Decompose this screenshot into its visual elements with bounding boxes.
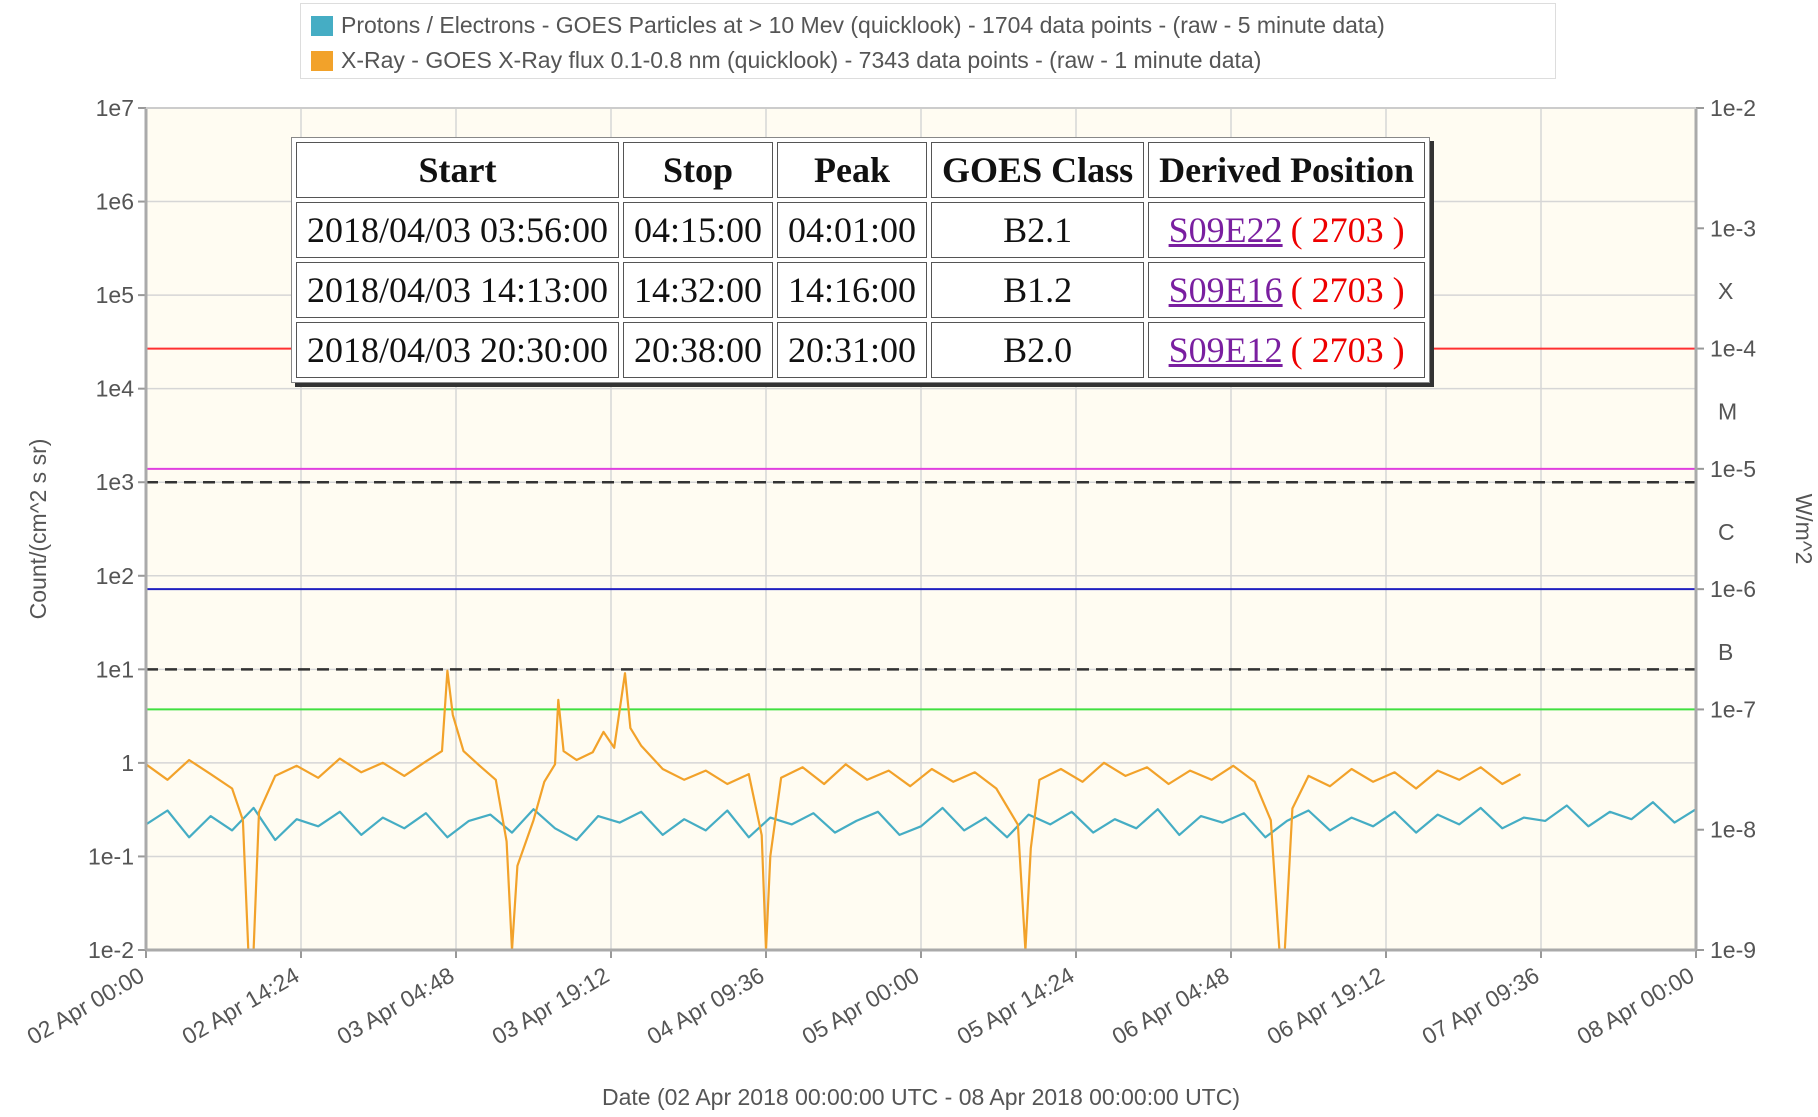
y-tick-label: 1e3 [96,469,134,495]
legend-label: X-Ray - GOES X-Ray flux 0.1-0.8 nm (quic… [341,47,1262,73]
table-cell: 2018/04/03 14:13:00 [296,262,620,318]
table-cell: 20:31:00 [777,322,928,378]
table-cell: 04:15:00 [623,202,774,258]
x-tick-label: 03 Apr 04:48 [333,962,459,1050]
x-tick-label: 03 Apr 19:12 [488,962,614,1050]
table-cell: 14:32:00 [623,262,774,318]
y2-tick-label: 1e-8 [1710,817,1756,843]
x-tick-label: 06 Apr 04:48 [1108,962,1234,1050]
y-tick-label: 1e7 [96,95,134,121]
y-tick-label: 1e2 [96,563,134,589]
flare-table: Start Stop Peak GOES Class Derived Position 2… [291,137,1431,383]
region-label: ( 2703 ) [1290,210,1405,250]
table-cell: S09E12( 2703 ) [1148,322,1426,378]
class-label: C [1718,519,1735,545]
table-cell: 2018/04/03 20:30:00 [296,322,620,378]
table-row: 2018/04/03 03:56:00 04:15:00 04:01:00 B2.1 S… [296,202,1426,258]
table-row: 2018/04/03 14:13:00 14:32:00 14:16:00 B1.2 S… [296,262,1426,318]
x-tick-label: 05 Apr 14:24 [953,962,1079,1050]
x-tick-label: 07 Apr 09:36 [1418,962,1544,1050]
y-tick-label: 1 [121,750,134,776]
class-label: M [1718,398,1737,424]
legend-swatch [311,51,333,71]
x-tick-label: 08 Apr 00:00 [1573,962,1699,1050]
header-row: Start Stop Peak GOES Class Derived Position [296,142,1426,198]
x-tick-label: 06 Apr 19:12 [1263,962,1389,1050]
y2-axis-title: W/m^2 [1791,494,1817,565]
y-tick-label: 1e6 [96,189,134,215]
region-label: ( 2703 ) [1290,270,1405,310]
legend-swatch [311,16,333,36]
position-link[interactable]: S09E16 [1168,270,1283,310]
y2-tick-label: 1e-6 [1710,576,1756,602]
y2-tick-label: 1e-5 [1710,456,1756,482]
column-header: Peak [777,142,928,198]
table-cell: 2018/04/03 03:56:00 [296,202,620,258]
series-line [145,669,1522,952]
y-tick-label: 1e1 [96,656,134,682]
table-cell: 14:16:00 [777,262,928,318]
table-cell: S09E16( 2703 ) [1148,262,1426,318]
x-axis-title: Date (02 Apr 2018 00:00:00 UTC - 08 Apr … [602,1084,1240,1110]
column-header: Start [296,142,620,198]
y2-tick-label: 1e-4 [1710,336,1756,362]
y-tick-label: 1e-1 [88,843,134,869]
x-tick-label: 04 Apr 09:36 [643,962,769,1050]
table-row: 2018/04/03 20:30:00 20:38:00 20:31:00 B2.0 S… [296,322,1426,378]
class-label: X [1718,278,1733,304]
legend-label: Protons / Electrons - GOES Particles at … [341,12,1385,38]
legend-item[interactable]: Protons / Electrons - GOES Particles at … [311,8,1545,43]
class-label: B [1718,639,1733,665]
series-line [145,801,1697,842]
region-label: ( 2703 ) [1290,330,1405,370]
table-cell: B2.0 [931,322,1145,378]
y2-tick-label: 1e-2 [1710,95,1756,121]
legend-item[interactable]: X-Ray - GOES X-Ray flux 0.1-0.8 nm (quic… [311,43,1545,78]
y-tick-label: 1e4 [96,376,135,402]
table: Start Stop Peak GOES Class Derived Position 2… [292,138,1429,382]
y2-tick-label: 1e-7 [1710,696,1756,722]
column-header: GOES Class [931,142,1145,198]
column-header: Derived Position [1148,142,1426,198]
table-cell: S09E22( 2703 ) [1148,202,1426,258]
y2-tick-label: 1e-9 [1710,937,1756,963]
y-axis-title: Count/(cm^2 s sr) [25,439,51,620]
position-link[interactable]: S09E12 [1168,330,1283,370]
x-tick-label: 02 Apr 14:24 [178,962,304,1050]
table-cell: B2.1 [931,202,1145,258]
x-tick-label: 02 Apr 00:00 [23,962,149,1050]
y-tick-label: 1e5 [96,282,134,308]
table-cell: 04:01:00 [777,202,928,258]
table-cell: 20:38:00 [623,322,774,378]
column-header: Stop [623,142,774,198]
x-tick-label: 05 Apr 00:00 [798,962,924,1050]
legend: Protons / Electrons - GOES Particles at … [300,3,1556,79]
table-cell: B1.2 [931,262,1145,318]
y-tick-label: 1e-2 [88,937,134,963]
position-link[interactable]: S09E22 [1168,210,1283,250]
y2-tick-label: 1e-3 [1710,215,1756,241]
